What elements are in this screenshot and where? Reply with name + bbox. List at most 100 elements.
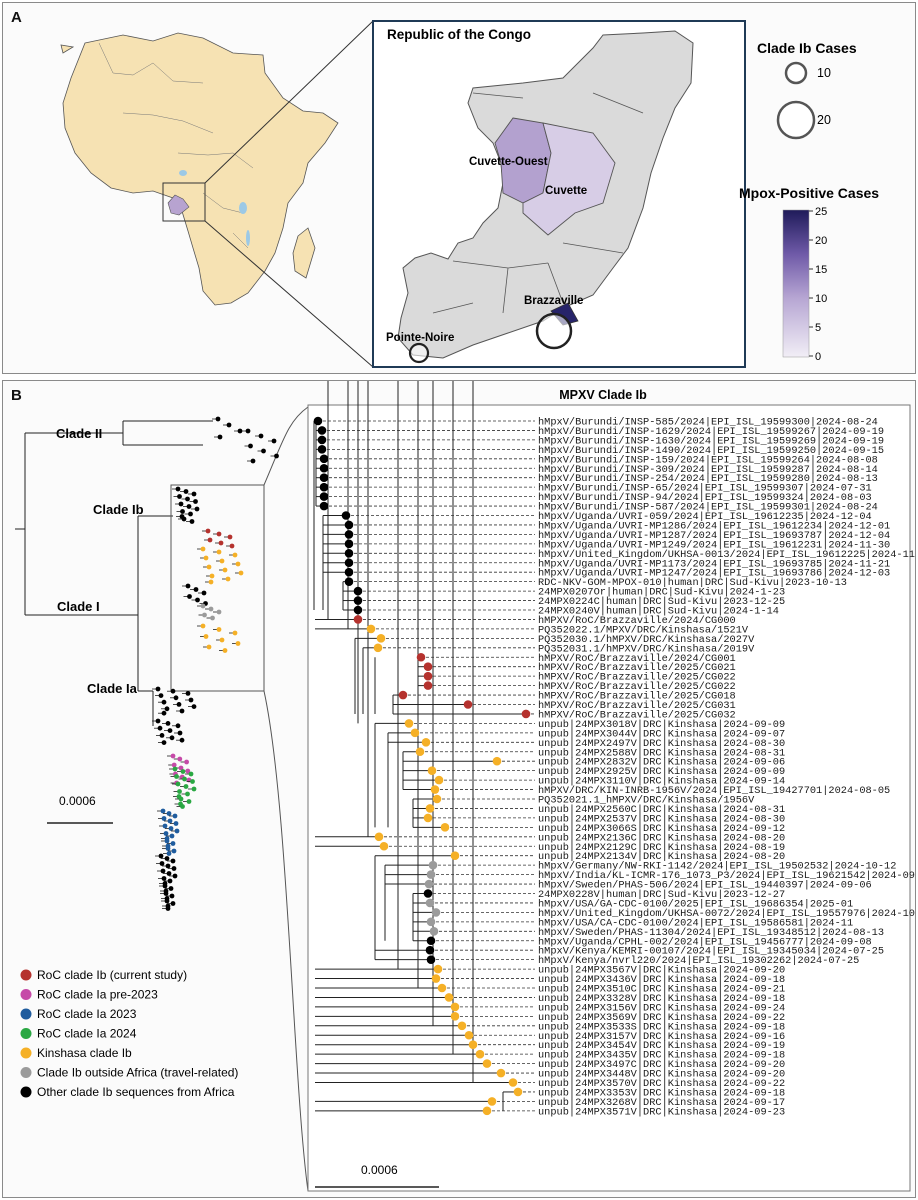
overview-tip [191, 786, 197, 792]
legend-swatch [20, 989, 32, 1000]
overview-tip [187, 594, 192, 599]
tip-marker [317, 426, 327, 435]
overview-tip [216, 549, 222, 555]
overview-tip [161, 699, 167, 705]
tip-label: hMpxV/Uganda/UVRI-MP1173/2024|EPI_ISL_19… [538, 558, 890, 570]
tip-marker [468, 1040, 478, 1049]
scale-label-right: 0.0006 [361, 1163, 398, 1177]
tip-marker [398, 690, 408, 700]
overview-tip [164, 838, 170, 844]
tip-marker [344, 549, 354, 558]
tip-label: unpub|24MPX3533S|DRC|Kinshasa|2024-09-18 [538, 1021, 785, 1033]
overview-tip [235, 561, 241, 567]
overview-tip [185, 583, 191, 589]
overview-tip [186, 799, 192, 804]
overview-tip [168, 826, 174, 831]
legend-swatch [20, 1008, 32, 1020]
tip-label: unpub|24MPX3328V|DRC|Kinshasa|2024-09-18 [538, 993, 785, 1005]
tip-marker [427, 766, 437, 775]
tip-label: unpub|24MPX3570V|DRC|Kinshasa|2024-09-22 [538, 1078, 785, 1090]
overview-tip [203, 555, 209, 561]
tip-marker [379, 841, 389, 851]
overview-tip [208, 606, 214, 612]
overview-tip [190, 779, 195, 784]
overview-tip [159, 861, 165, 866]
tip-label: unpub|24MPX3571V|DRC|Kinshasa|2024-09-23 [538, 1106, 785, 1118]
label-cuvette: Cuvette [545, 185, 587, 197]
color-tick: 25 [815, 206, 827, 218]
overview-tip [180, 769, 186, 774]
overview-tip [169, 735, 175, 741]
overview-tip [165, 906, 171, 911]
tip-label: hMpxV/Kenya/KEMRI-00107/2024|EPI_ISL_193… [538, 946, 884, 958]
tip-marker [429, 927, 439, 936]
tip-marker [319, 463, 329, 473]
tip-marker [426, 870, 436, 879]
overview-tip [229, 543, 235, 549]
overview-tip [206, 564, 212, 570]
overview-tip [175, 723, 181, 729]
overview-tip [185, 768, 191, 774]
tip-marker [319, 492, 329, 501]
tip-label: hMpxV/Sweden/PHAS-506/2024|EPI_ISL_19440… [538, 880, 872, 892]
overview-tip [185, 496, 190, 502]
tip-label: hMpxV/Burundi/INSP-65/2024|EPI_ISL_19599… [538, 483, 872, 495]
tip-marker [513, 1087, 523, 1097]
overview-tip [226, 422, 232, 428]
overview-tip [177, 730, 183, 736]
size-legend-value-10: 10 [817, 66, 831, 80]
overview-tip [225, 576, 231, 582]
roc-highlight [167, 194, 190, 216]
clade-ib-zoom-box [170, 484, 265, 692]
tip-marker [416, 652, 426, 662]
legend-label: Clade Ib outside Africa (travel-related) [37, 1066, 238, 1080]
overview-tip [174, 774, 179, 779]
overview-tip [207, 537, 213, 543]
lake-shape [239, 202, 247, 214]
tip-label: hMpxV/Burundi/INSP-254/2024|EPI_ISL_1959… [538, 473, 878, 485]
tip-marker [444, 993, 454, 1002]
tip-marker [344, 539, 354, 549]
overview-tip [170, 753, 176, 759]
overview-tip [161, 816, 167, 821]
overview-tip [210, 615, 215, 621]
tip-label: hMPXV/RoC/Brazzaville/2025/CG021 [538, 662, 736, 674]
tip-label: unpub|24MPX2925V|DRC|Kinshasa|2024-09-09 [538, 766, 785, 778]
overview-tip [160, 868, 166, 874]
overview-tip [158, 853, 164, 859]
overview-tip [218, 540, 224, 546]
tip-label: hMpxV/Burundi/INSP-94/2024|EPI_ISL_19599… [538, 492, 872, 504]
tip-label: hMPXV/RoC/Brazzaville/2025/CG018 [538, 691, 736, 703]
overview-tip [171, 848, 177, 854]
overview-tip [238, 570, 244, 576]
roc-borders [432, 92, 644, 314]
tip-marker [482, 1059, 492, 1068]
overview-tip [166, 811, 172, 816]
brazzaville-case-circle [535, 312, 573, 350]
tip-marker [423, 662, 433, 671]
overview-tip [189, 519, 195, 524]
overview-tip [184, 759, 190, 765]
legend-label: RoC clade Ib (current study) [37, 968, 187, 982]
tip-marker [463, 700, 473, 709]
legend-swatch [20, 1047, 32, 1059]
clade-ii-label: Clade II [56, 426, 102, 441]
legend-label: Other clade Ib sequences from Africa [37, 1085, 235, 1099]
overview-tip [235, 641, 241, 646]
tip-label: unpub|24MPX2560C|DRC|Kinshasa|2024-08-31 [538, 804, 785, 816]
overview-tip [182, 776, 187, 782]
tip-marker [353, 586, 363, 596]
overview-tip [215, 416, 221, 422]
tip-marker [373, 643, 383, 653]
label-cuvette-ouest: Cuvette-Ouest [469, 156, 548, 168]
tip-label: unpub|24MPX3353V|DRC|Kinshasa|2024-09-18 [538, 1087, 785, 1099]
tip-marker [432, 794, 442, 804]
tip-label: hMpxV/Uganda/UVRI-059/2024|EPI_ISL_19612… [538, 511, 872, 523]
tip-marker [423, 671, 433, 681]
tip-marker [374, 832, 384, 842]
overview-tip [271, 438, 277, 444]
tip-label: hMpxV/Burundi/INSP-309/2024|EPI_ISL_1959… [538, 464, 878, 476]
overview-tip [173, 695, 179, 701]
overview-tip [180, 804, 185, 809]
overview-tip [205, 528, 211, 534]
